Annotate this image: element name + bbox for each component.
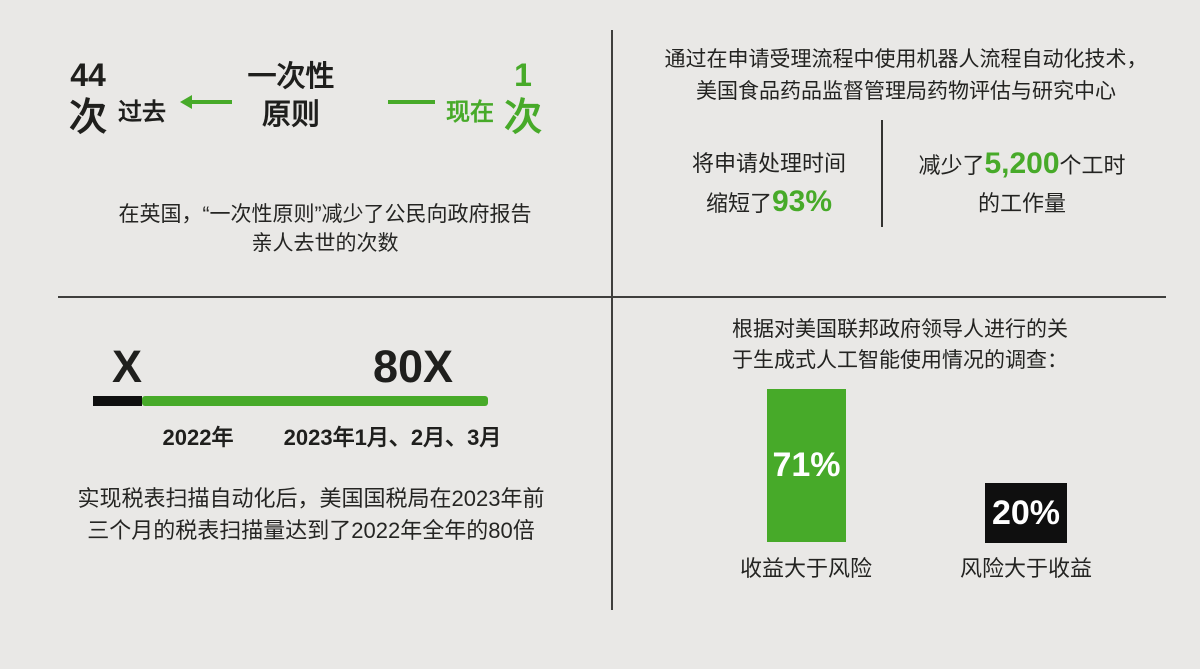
stat-processing-time: 将申请处理时间 缩短了93% — [669, 145, 869, 223]
stat-time-line1: 将申请处理时间 — [691, 151, 846, 176]
survey-header: 根据对美国联邦政府领导人进行的关 于生成式人工智能使用情况的调查： — [732, 318, 1068, 372]
bar-segment-2022 — [93, 396, 142, 406]
bar-benefits-outweigh-risks: 71% — [767, 389, 846, 542]
connector-line — [388, 100, 435, 104]
horizontal-divider — [58, 296, 1166, 298]
bar-risks-label: 风险大于收益 — [959, 556, 1092, 581]
past-count-value: 44 — [70, 57, 106, 93]
bar-2022-label: 2022年 — [162, 425, 234, 450]
principle-title: 一次性 原则 — [247, 61, 335, 131]
stat-work-hours: 减少了5,200个工时 的工作量 — [902, 145, 1142, 223]
bar-2023-label: 2023年1月、2月、3月 — [283, 425, 502, 450]
uk-caption: 在英国，“一次性原则”减少了公民向政府报告 亲人去世的次数 — [118, 203, 532, 255]
stat-time-value: 93% — [771, 185, 833, 218]
irs-caption: 实现税表扫描自动化后，美国国税局在2023年前 三个月的税表扫描量达到了2022… — [77, 486, 545, 543]
stat-hours-line1: 减少了5,200个工时 — [902, 145, 1142, 185]
stat-hours-prefix: 减少了 — [918, 153, 985, 178]
now-count-unit: 次 — [503, 97, 542, 139]
stat-time-prefix: 缩短了 — [705, 191, 772, 216]
bar-risks-outweigh-benefits: 20% — [985, 483, 1067, 543]
bar-risks-value: 20% — [991, 493, 1061, 532]
stat-divider — [881, 120, 883, 227]
now-count: 1 次 — [498, 55, 548, 141]
stat-time-line2: 缩短了93% — [669, 183, 869, 223]
bar-benefits-value: 71% — [772, 446, 841, 484]
bar-segment-2023 — [142, 396, 488, 406]
past-count: 44 次 — [62, 55, 114, 141]
bar-benefits-label: 收益大于风险 — [739, 556, 872, 581]
stat-hours-suffix: 个工时 — [1059, 153, 1126, 178]
arrow-head — [180, 95, 192, 109]
stat-hours-value: 5,200 — [984, 147, 1060, 180]
now-count-value: 1 — [514, 57, 532, 93]
past-label: 过去 — [118, 99, 166, 126]
baseline-label: X — [112, 341, 143, 392]
now-label: 现在 — [446, 99, 494, 126]
multiple-label: 80X — [373, 341, 454, 392]
past-count-unit: 次 — [68, 97, 107, 139]
arrow-shaft — [190, 100, 232, 104]
vertical-divider — [611, 30, 613, 610]
stat-hours-line2: 的工作量 — [977, 191, 1066, 216]
arrow-left-icon — [180, 95, 232, 109]
fda-header: 通过在申请受理流程中使用机器人流程自动化技术， 美国食品药品监督管理局药物评估与… — [664, 48, 1148, 103]
